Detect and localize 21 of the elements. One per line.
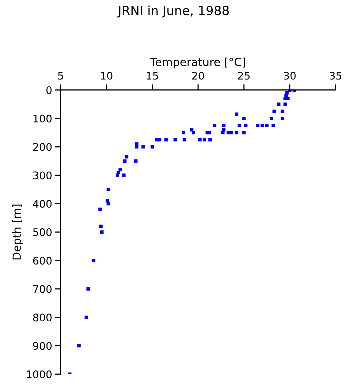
x-tick-label: 25	[238, 72, 250, 80]
x-tick-label: 5	[58, 72, 64, 80]
y-tick-label: 200	[33, 143, 52, 152]
y-tick-label: 700	[34, 285, 52, 294]
x-tick-label: 30	[284, 72, 296, 80]
y-tick-label: 100	[34, 114, 52, 123]
y-tick-label: 900	[33, 342, 52, 350]
y-tick-label: 0	[46, 86, 52, 94]
chart-title: JRNI in June, 1988	[117, 6, 230, 18]
y-axis-title: Depth [m]	[12, 204, 24, 260]
x-tick-label: 15	[147, 72, 158, 80]
y-tick-label: 600	[33, 256, 52, 265]
y-tick-label: 500	[33, 228, 52, 236]
x-tick-label: 10	[101, 72, 113, 80]
y-tick-label: 800	[33, 314, 52, 322]
y-tick-label: 1000	[27, 370, 52, 379]
x-tick-label: 20	[192, 72, 204, 80]
y-tick-label: 400	[33, 200, 52, 208]
x-tick-label: 35	[330, 72, 342, 80]
y-tick-label: 300	[33, 172, 52, 180]
x-axis-title: Temperature [°C]	[150, 58, 246, 69]
